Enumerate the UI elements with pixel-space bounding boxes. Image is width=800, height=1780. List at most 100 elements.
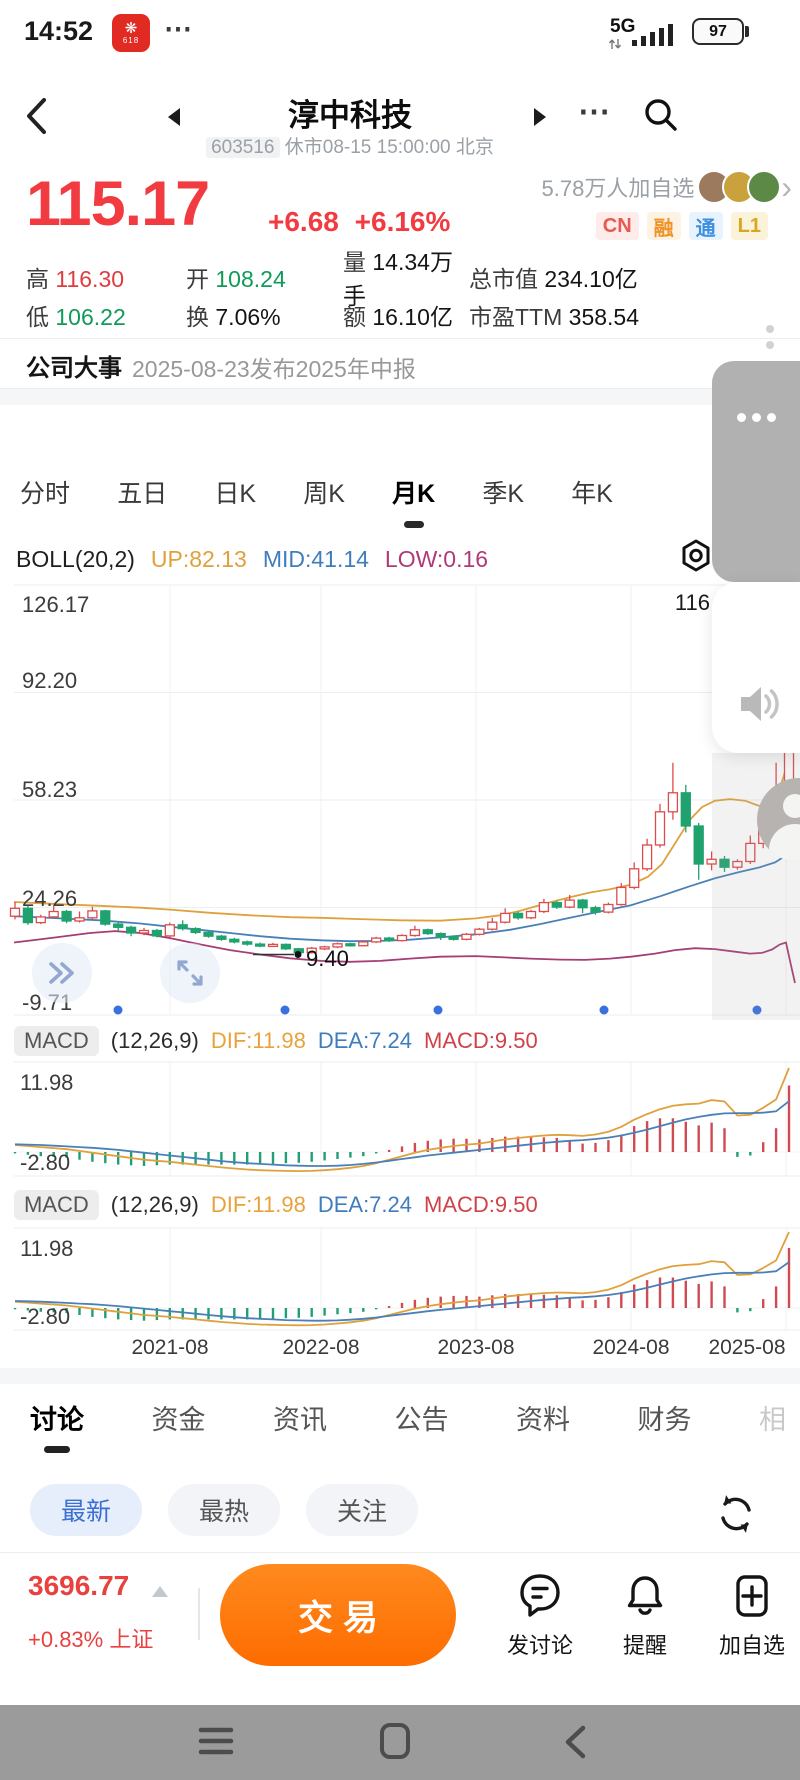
stat-low: 低 106.22 [26,304,126,330]
speaker-icon[interactable] [736,682,784,726]
tag-margin[interactable]: 融 [646,212,681,240]
macd-value: MACD:9.50 [424,1192,538,1217]
alert-button[interactable]: 提醒 [600,1572,690,1660]
post-discussion-label: 发讨论 [506,1633,573,1658]
filter-following[interactable]: 关注 [306,1484,419,1536]
avatar [747,170,782,204]
macd2-ymax: 11.98 [20,1236,74,1261]
nav-home-icon[interactable] [378,1722,412,1760]
last-price: 115.17 [26,169,210,239]
macd-header-2: MACD (12,26,9) DIF:11.98 DEA:7.24 MACD:9… [14,1190,538,1220]
quote-stats: 高 116.30 开 108.24 量 14.34万手 总市值 234.10亿 … [26,249,786,334]
current-price-marker: 116 [674,590,710,615]
battery-percent: 97 [709,22,727,40]
yaxis-126: 126.17 [22,592,90,617]
tag-connect[interactable]: 通 [688,212,723,240]
clock: 14:52 [24,16,94,46]
flower-icon: ❋ [124,20,138,37]
tab-quarterly-k[interactable]: 季K [482,480,525,508]
macd-indicator-label[interactable]: MACD [14,1026,99,1056]
tab-financials[interactable]: 财务 [637,1405,692,1435]
boll-readout: BOLL(20,2) UP:82.13 MID:41.14 LOW:0.16 [16,546,488,573]
tab-related[interactable]: 相 [759,1405,786,1435]
tab-minute[interactable]: 分时 [20,480,71,508]
tab-news[interactable]: 资讯 [273,1405,327,1435]
next-stock-icon[interactable] [534,108,546,126]
index-value[interactable]: 3696.77 [28,1570,130,1601]
add-watchlist-label: 加自选 [718,1633,785,1658]
fullscreen-button[interactable] [160,943,220,1003]
back-icon[interactable] [24,96,50,136]
floating-audio-panel[interactable] [712,582,800,753]
price-change: +6.68 +6.16% [268,206,450,238]
macd1-ymin: -2.80 [20,1150,71,1175]
trade-button[interactable]: 交易 [220,1564,456,1666]
divider [0,1552,800,1553]
yaxis-24: 24.26 [22,886,78,911]
avatar-head [783,794,800,818]
change-amount: +6.68 [268,206,339,237]
stat-amount: 额 16.10亿 [343,304,453,330]
tab-yearly-k[interactable]: 年K [571,480,613,508]
macd-header-1: MACD (12,26,9) DIF:11.98 DEA:7.24 MACD:9… [14,1026,538,1056]
yaxis-92: 92.20 [22,668,78,693]
tag-cn[interactable]: CN [595,212,639,240]
followers-row[interactable]: 5.78万人加自选 › [380,170,792,204]
search-icon[interactable] [642,96,680,134]
header-more-icon[interactable]: ⋯ [578,93,612,129]
filter-latest[interactable]: 最新 [30,1484,143,1536]
toolbar-ellipsis-icon [751,413,761,422]
filter-hottest[interactable]: 最热 [168,1484,281,1536]
boll-mid: MID:41.14 [262,546,369,572]
refresh-icon[interactable] [712,1490,760,1538]
tab-5day[interactable]: 五日 [117,480,168,508]
macd-panel-1[interactable] [0,1062,800,1176]
double-chevron-right-icon [49,962,74,984]
content-tabs: 讨论 资金 资讯 公告 资料 财务 相 [30,1398,786,1437]
company-events-text[interactable]: 2025-08-23发布2025年中报 [132,356,416,382]
tab-daily-k[interactable]: 日K [214,480,257,508]
stat-open: 开 108.24 [186,266,286,292]
macd1-ymax: 11.98 [20,1070,74,1095]
macd-indicator-label[interactable]: MACD [14,1190,99,1220]
stat-volume: 量 14.34万手 [343,249,453,309]
prev-stock-icon[interactable] [168,108,180,126]
macd-value: MACD:9.50 [424,1028,538,1053]
status-ellipsis-icon: ⋯ [164,13,194,44]
section-gap [0,1368,800,1384]
kline-chart[interactable] [0,585,800,1015]
tab-announcements[interactable]: 公告 [394,1405,449,1435]
macd-dif: DIF:11.98 [210,1028,306,1053]
macd-dea: DEA:7.24 [317,1192,412,1217]
change-percent: +6.16% [354,206,451,237]
floating-toolbar[interactable] [712,361,800,582]
add-watchlist-button[interactable]: 加自选 [707,1572,797,1660]
nav-back-icon[interactable] [562,1724,588,1760]
divider [0,388,800,389]
tab-funds[interactable]: 资金 [151,1405,206,1435]
android-nav-bar [0,1705,800,1780]
fast-forward-button[interactable] [32,943,92,1003]
macd-dea: DEA:7.24 [317,1028,412,1053]
tab-monthly-k[interactable]: 月K [390,470,437,514]
boll-name: BOLL(20,2) [16,546,135,572]
stock-code: 603516 [206,137,280,158]
stat-pe-ttm: 市盈TTM 358.54 [469,304,640,330]
index-up-triangle-icon [152,1578,168,1597]
tab-weekly-k[interactable]: 周K [303,480,345,508]
battery-indicator: 97 [692,18,744,45]
tab-discussion[interactable]: 讨论 [30,1398,84,1437]
tag-l1[interactable]: L1 [730,212,768,240]
post-discussion-button[interactable]: 发讨论 [495,1572,585,1660]
bell-icon [627,1576,663,1615]
xaxis-2022: 2022-08 [282,1336,360,1359]
speech-bubble-icon [520,1574,560,1617]
xaxis-2024: 2024-08 [592,1336,670,1359]
macd-panel-2[interactable] [0,1228,800,1330]
updown-arrows-icon [608,39,622,49]
expand-arrows-icon [177,960,203,986]
indicator-settings-icon[interactable] [678,538,714,574]
xaxis-2025: 2025-08 [708,1336,786,1359]
nav-menu-icon[interactable] [198,1726,234,1756]
tab-profile[interactable]: 资料 [516,1405,570,1435]
